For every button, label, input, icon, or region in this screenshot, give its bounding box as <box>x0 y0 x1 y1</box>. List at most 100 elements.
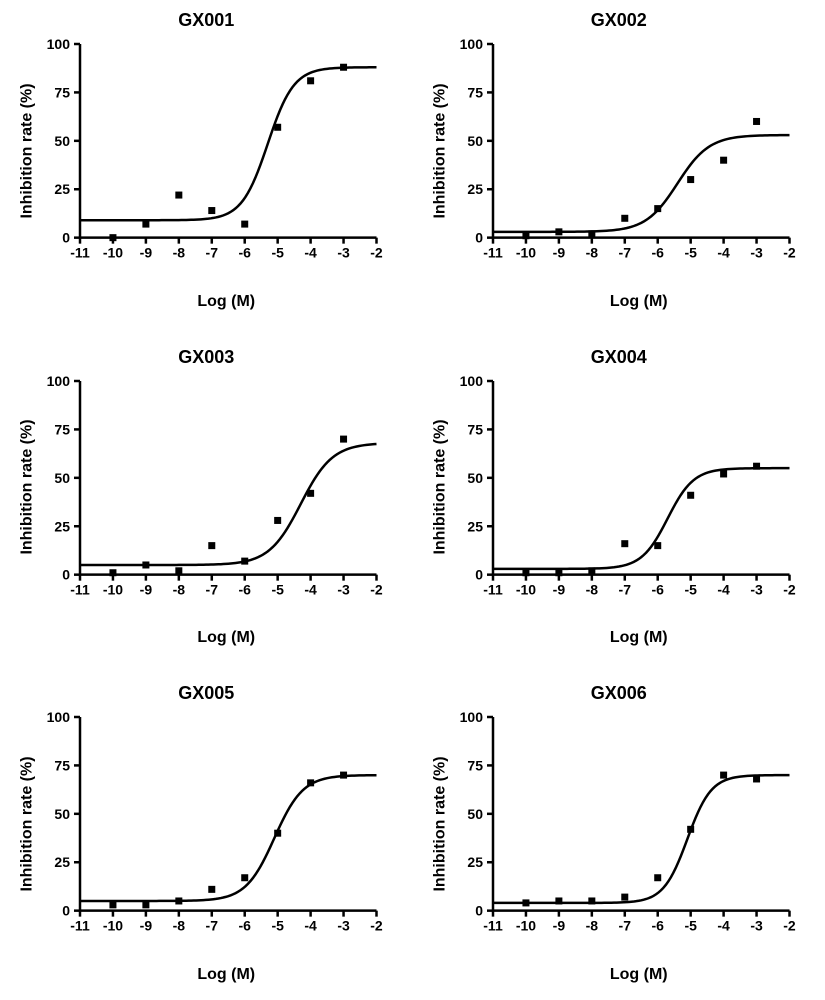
x-tick-label: -4 <box>304 918 317 934</box>
x-axis-label: Log (M) <box>70 629 383 647</box>
y-axis-label: Inhibition rate (%) <box>431 713 451 935</box>
plot-svg: -11-10-9-8-7-6-5-4-3-20255075100 <box>483 713 796 935</box>
x-tick-label: -5 <box>684 918 697 934</box>
data-point <box>588 898 595 905</box>
data-point <box>274 517 281 524</box>
data-point <box>175 567 182 574</box>
data-point <box>555 228 562 235</box>
data-point <box>307 489 314 496</box>
data-point <box>109 234 116 241</box>
y-tick-label: 50 <box>467 133 483 149</box>
y-tick-label: 0 <box>475 230 483 246</box>
x-tick-label: -11 <box>483 581 503 597</box>
y-tick-label: 50 <box>467 469 483 485</box>
data-point <box>142 561 149 568</box>
x-tick-label: -8 <box>585 245 598 261</box>
data-point <box>555 569 562 576</box>
data-point <box>175 898 182 905</box>
y-tick-label: 100 <box>47 709 71 725</box>
x-tick-label: -9 <box>552 918 565 934</box>
x-tick-label: -3 <box>337 918 350 934</box>
y-tick-label: 50 <box>54 806 70 822</box>
x-tick-label: -6 <box>238 245 251 261</box>
x-tick-label: -8 <box>173 581 186 597</box>
x-axis-label: Log (M) <box>483 293 796 311</box>
x-tick-label: -5 <box>271 245 284 261</box>
chart-panel: GX004Inhibition rate (%)Log (M)-11-10-9-… <box>423 347 816 654</box>
data-point <box>109 902 116 909</box>
chart-panel: GX005Inhibition rate (%)Log (M)-11-10-9-… <box>10 683 403 990</box>
x-axis-label: Log (M) <box>483 629 796 647</box>
y-tick-label: 25 <box>54 518 70 534</box>
x-tick-label: -10 <box>515 918 535 934</box>
data-point <box>241 875 248 882</box>
chart-title: GX001 <box>10 10 403 31</box>
page: GX001 Inhibition rate (%) Log (M) -11 -10 -9 -… <box>0 0 825 1000</box>
y-tick-label: 0 <box>62 903 70 919</box>
x-tick-label: -4 <box>717 245 730 261</box>
x-tick-label: -6 <box>651 245 664 261</box>
x-tick-label: -7 <box>618 245 631 261</box>
data-point <box>522 569 529 576</box>
y-tick-label: 75 <box>467 84 483 100</box>
x-tick-label: -9 <box>552 581 565 597</box>
data-point <box>588 230 595 237</box>
x-tick-label: -8 <box>173 918 186 934</box>
data-point <box>522 900 529 907</box>
x-tick-label: -10 <box>103 918 123 934</box>
x-axis-label: Log (M) <box>483 966 796 984</box>
data-point <box>687 176 694 183</box>
y-tick-label: 50 <box>54 469 70 485</box>
data-point <box>588 567 595 574</box>
data-point <box>522 232 529 239</box>
data-point <box>109 569 116 576</box>
y-tick-label: 75 <box>54 421 70 437</box>
fit-curve <box>493 468 790 569</box>
fit-curve <box>80 67 377 220</box>
data-point <box>753 462 760 469</box>
plot-area: -11-10-9-8-7-6-5-4-3-20255075100 <box>483 713 796 935</box>
x-tick-label: -6 <box>651 918 664 934</box>
y-axis-label: Inhibition rate (%) <box>431 377 451 599</box>
data-point <box>208 207 215 214</box>
data-point <box>340 64 347 71</box>
x-tick-label: -3 <box>750 581 763 597</box>
y-tick-label: 100 <box>459 36 483 52</box>
x-tick-label: -8 <box>585 581 598 597</box>
plot-area: -11-10-9-8-7-6-5-4-3-20255075100 <box>70 40 383 262</box>
data-point <box>753 776 760 783</box>
x-tick-label: -2 <box>370 245 383 261</box>
fit-curve <box>80 776 377 902</box>
x-tick-label: -6 <box>651 581 664 597</box>
x-tick-label: -2 <box>783 918 796 934</box>
y-tick-label: 25 <box>467 181 483 197</box>
plot-svg: -11-10-9-8-7-6-5-4-3-20255075100 <box>70 40 383 262</box>
data-point <box>274 124 281 131</box>
data-point <box>208 542 215 549</box>
chart-panel: GX001Inhibition rate (%)Log (M)-11-10-9-… <box>10 10 403 317</box>
chart-panel: GX006Inhibition rate (%)Log (M)-11-10-9-… <box>423 683 816 990</box>
x-tick-label: -7 <box>206 245 219 261</box>
x-tick-label: -4 <box>717 581 730 597</box>
chart-title: GX002 <box>423 10 816 31</box>
data-point <box>720 772 727 779</box>
x-tick-label: -2 <box>783 581 796 597</box>
y-axis-label: Inhibition rate (%) <box>18 377 38 599</box>
x-tick-label: -7 <box>206 918 219 934</box>
y-tick-label: 25 <box>467 855 483 871</box>
x-tick-label: -5 <box>684 581 697 597</box>
x-tick-label: -10 <box>515 245 535 261</box>
y-tick-label: 100 <box>459 373 483 389</box>
y-tick-label: 50 <box>467 806 483 822</box>
x-tick-label: -8 <box>173 245 186 261</box>
chart-panel: GX002Inhibition rate (%)Log (M)-11-10-9-… <box>423 10 816 317</box>
chart-title: GX006 <box>423 683 816 704</box>
plot-svg: -11-10-9-8-7-6-5-4-3-20255075100 <box>483 377 796 599</box>
data-point <box>241 557 248 564</box>
plot-area: -11-10-9-8-7-6-5-4-3-20255075100 <box>70 713 383 935</box>
y-axis-label: Inhibition rate (%) <box>431 40 451 262</box>
x-tick-label: -2 <box>370 581 383 597</box>
y-tick-label: 0 <box>475 903 483 919</box>
y-tick-label: 100 <box>459 709 483 725</box>
x-tick-label: -9 <box>140 581 153 597</box>
